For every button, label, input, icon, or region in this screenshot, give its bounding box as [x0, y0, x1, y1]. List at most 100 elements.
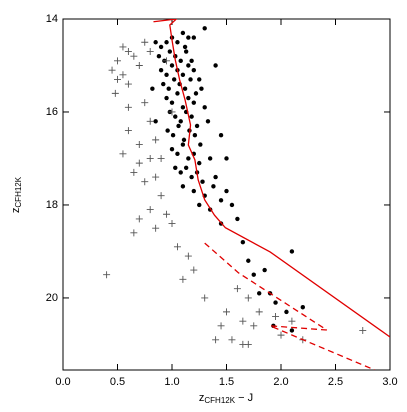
member-point: [180, 142, 186, 147]
member-point: [170, 133, 176, 138]
nonmember-point: [255, 308, 263, 316]
member-point: [180, 72, 186, 77]
x-axis-label: zCFH12K − J: [199, 392, 253, 405]
member-point: [197, 160, 202, 166]
member-point: [180, 105, 186, 110]
nonmember-point: [141, 38, 149, 46]
nonmember-point: [135, 61, 143, 69]
member-point: [164, 72, 169, 77]
x-tick-label: 2.5: [328, 376, 343, 388]
member-point: [202, 26, 207, 31]
member-point: [224, 156, 229, 161]
member-point: [257, 291, 262, 296]
member-point: [180, 184, 186, 189]
member-point: [207, 156, 213, 161]
nonmember-point: [103, 271, 111, 279]
nonmember-point: [124, 48, 132, 56]
nonmember-point: [152, 224, 160, 232]
member-point: [202, 105, 207, 110]
nonmember-point: [168, 220, 176, 228]
y-tick-label: 16: [46, 106, 58, 118]
nonmember-point: [173, 243, 181, 251]
member-point: [197, 77, 202, 82]
y-tick-label: 18: [46, 199, 58, 211]
x-tick-label: 3.0: [382, 376, 397, 388]
member-point: [175, 151, 180, 157]
member-point: [300, 305, 305, 310]
member-point: [218, 133, 224, 138]
member-point: [186, 35, 191, 40]
nonmember-point: [359, 326, 367, 334]
member-point: [191, 100, 196, 105]
nonmember-point: [141, 99, 149, 107]
member-point: [251, 272, 256, 277]
nonmember-point: [141, 178, 149, 186]
member-point: [273, 300, 278, 305]
x-tick-label: 2.0: [273, 376, 288, 388]
y-tick-label: 20: [46, 292, 58, 304]
member-point: [213, 63, 218, 68]
member-point: [182, 44, 188, 50]
member-point: [175, 91, 180, 96]
member-point: [189, 58, 194, 64]
nonmember-point: [146, 154, 154, 162]
member-point: [199, 86, 204, 91]
nonmember-point: [163, 57, 171, 65]
nonmember-point: [184, 252, 192, 260]
nonmember-point: [223, 308, 230, 316]
member-point: [198, 142, 203, 147]
nonmember-point: [124, 103, 132, 111]
y-tick-label: 14: [46, 13, 58, 25]
nonmember-point: [168, 108, 176, 116]
member-point: [169, 146, 175, 152]
member-point: [235, 216, 240, 222]
member-point: [262, 267, 267, 273]
nonmember-point: [163, 210, 171, 218]
member-point: [158, 67, 164, 73]
member-point: [194, 123, 200, 129]
member-point: [246, 258, 251, 263]
member-point: [178, 119, 183, 124]
member-point: [161, 81, 166, 87]
nonmember-point: [130, 229, 138, 237]
member-point: [183, 49, 189, 54]
member-point: [153, 119, 158, 124]
member-point: [165, 128, 170, 133]
model-line: [153, 19, 390, 338]
member-point: [186, 95, 191, 101]
nonmember-point: [114, 57, 121, 65]
nonmember-point: [124, 80, 132, 88]
nonmember-point: [239, 317, 247, 325]
member-point: [181, 137, 187, 143]
nonmember-point: [244, 294, 252, 302]
model-line: [204, 242, 375, 370]
nonmember-point: [135, 141, 143, 149]
nonmember-point: [146, 117, 154, 125]
nonmember-point: [277, 331, 285, 339]
member-point: [186, 63, 191, 68]
member-point: [186, 156, 191, 161]
member-point: [188, 77, 193, 82]
member-point: [178, 58, 183, 64]
nonmember-point: [152, 173, 160, 181]
x-tick-label: 0.5: [110, 376, 125, 388]
member-point: [218, 198, 224, 203]
member-point: [200, 179, 205, 184]
member-point: [224, 188, 229, 194]
member-point: [191, 188, 196, 194]
member-point: [171, 77, 177, 82]
nonmember-point: [179, 275, 187, 283]
member-point: [192, 133, 198, 138]
nonmember-point: [114, 75, 121, 83]
member-point: [166, 86, 171, 91]
nonmember-point: [135, 159, 143, 167]
member-point: [169, 100, 175, 105]
member-point: [229, 202, 235, 208]
member-point: [167, 49, 173, 54]
nonmember-point: [119, 71, 127, 79]
member-point: [289, 328, 295, 333]
nonmember-point: [190, 266, 198, 274]
nonmember-point: [130, 52, 138, 60]
member-point: [197, 202, 202, 208]
